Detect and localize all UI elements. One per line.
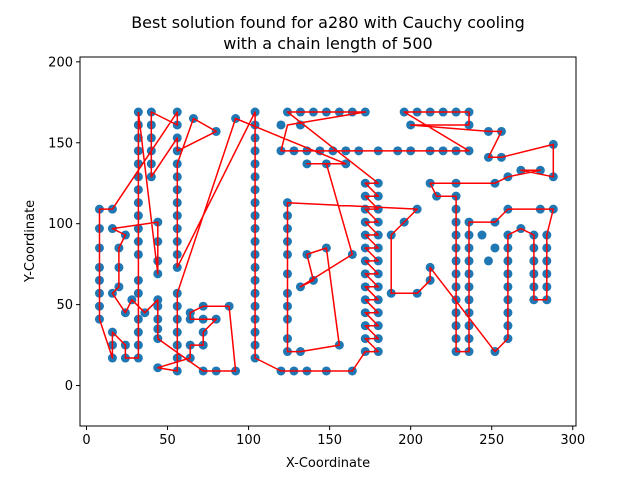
chart-title-line-1: Best solution found for a280 with Cauchy… xyxy=(131,13,525,32)
route-line xyxy=(98,111,555,372)
x-tick-label: 250 xyxy=(479,433,504,448)
city-point xyxy=(276,120,286,130)
y-axis: 0 50 100 150 200 xyxy=(48,55,80,394)
city-point xyxy=(477,230,487,240)
city-point xyxy=(490,243,500,253)
plot-area xyxy=(94,107,558,376)
y-tick-label: 50 xyxy=(56,298,73,313)
y-tick-label: 100 xyxy=(48,217,73,232)
y-tick-label: 0 xyxy=(65,379,73,394)
plot-frame xyxy=(79,56,577,427)
chart-title-line-2: with a chain length of 500 xyxy=(223,34,432,53)
x-axis: 0 50 100 150 200 250 300 xyxy=(82,426,585,448)
y-tick-label: 150 xyxy=(48,136,73,151)
x-tick-label: 0 xyxy=(82,433,90,448)
x-tick-label: 100 xyxy=(236,433,261,448)
x-tick-label: 200 xyxy=(398,433,423,448)
x-tick-label: 50 xyxy=(159,433,176,448)
city-point xyxy=(483,256,493,266)
x-tick-label: 300 xyxy=(560,433,585,448)
y-axis-label: Y-Coordinate xyxy=(23,200,38,283)
x-tick-label: 150 xyxy=(317,433,342,448)
y-tick-label: 200 xyxy=(48,55,73,70)
x-axis-label: X-Coordinate xyxy=(286,456,370,471)
